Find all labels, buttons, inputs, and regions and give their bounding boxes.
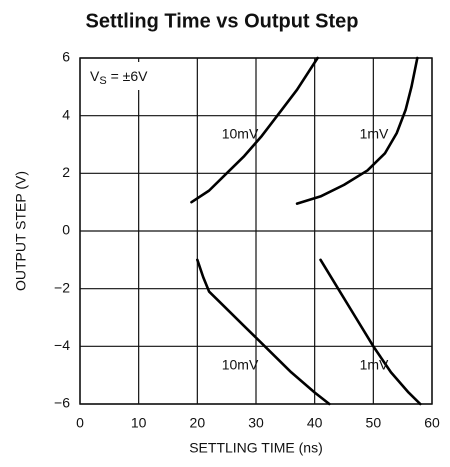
annotation: VS = ±6V	[90, 68, 148, 87]
x-tick-label: 40	[307, 415, 323, 431]
series-line	[190, 56, 319, 204]
y-tick-label: 4	[62, 106, 70, 122]
x-tick-label: 50	[366, 415, 382, 431]
x-tick-label: 0	[76, 415, 84, 431]
y-tick-label: −6	[54, 395, 70, 411]
series-line	[196, 258, 331, 406]
y-tick-label: 6	[62, 49, 70, 65]
x-axis-label: SETTLING TIME (ns)	[189, 440, 323, 456]
annotation-main: V	[90, 68, 100, 84]
y-axis-label: OUTPUT STEP (V)	[13, 171, 29, 291]
plot-frame	[79, 57, 433, 405]
series-label: 1mV	[360, 126, 389, 142]
y-tick-label: −4	[54, 337, 70, 353]
chart-title: Settling Time vs Output Step	[86, 10, 359, 32]
annotation-sub: S	[99, 75, 106, 87]
x-tick-label: 20	[190, 415, 206, 431]
series-label: 10mV	[222, 126, 259, 142]
series-label: 10mV	[222, 357, 259, 373]
series-label: 1mV	[360, 357, 389, 373]
x-tick-label: 60	[424, 415, 440, 431]
series-line	[319, 258, 422, 406]
y-tick-label: 2	[62, 164, 70, 180]
y-tick-label: 0	[62, 222, 70, 238]
series-line	[295, 56, 419, 205]
y-tick-label: −2	[54, 279, 70, 295]
x-tick-label: 10	[131, 415, 147, 431]
annotation-suffix: = ±6V	[107, 68, 148, 84]
annotation-background	[84, 62, 170, 90]
x-tick-label: 30	[248, 415, 264, 431]
